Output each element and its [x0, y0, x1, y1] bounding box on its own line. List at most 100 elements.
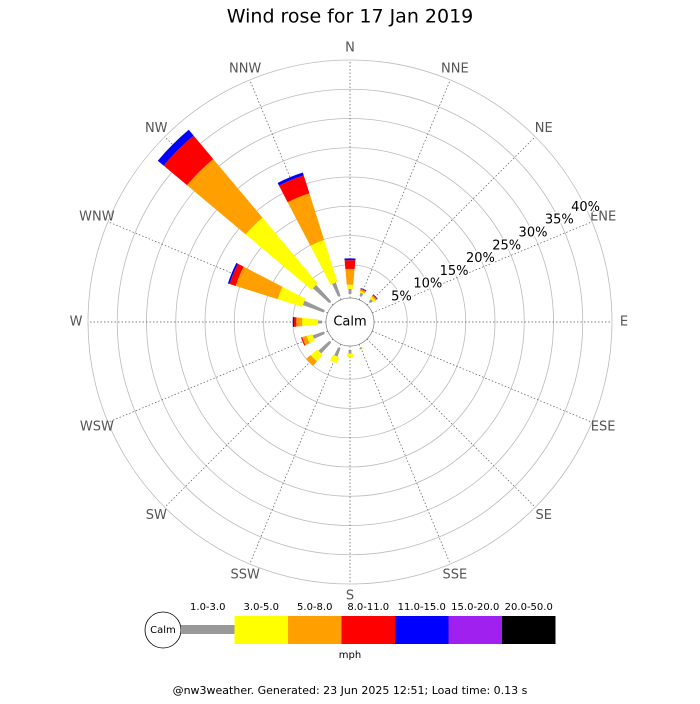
bar-segment: [359, 292, 364, 297]
bar-segment: [227, 262, 238, 285]
r-tick-label: 20%: [466, 251, 495, 266]
bar-segment: [348, 349, 352, 354]
legend-unit: mph: [339, 650, 361, 661]
bar-segment: [296, 317, 303, 327]
bar-segment: [332, 282, 341, 297]
bar-segment: [287, 193, 325, 246]
spoke: [249, 344, 342, 565]
r-tick-label: 40%: [571, 200, 600, 215]
grid-ring: [204, 176, 496, 468]
direction-label: S: [346, 589, 354, 604]
grid-ring: [175, 147, 525, 497]
direction-label: SSW: [230, 568, 260, 583]
spoke: [372, 330, 593, 423]
calm-circle: [325, 297, 375, 347]
bar-segment: [306, 355, 317, 366]
direction-label: ESE: [591, 419, 616, 434]
direction-label: SSE: [442, 568, 467, 583]
spoke: [366, 136, 536, 306]
spoke: [164, 338, 334, 508]
direction-label: W: [70, 315, 83, 330]
legend-label: 5.0-8.0: [297, 602, 332, 613]
bar-segment: [293, 317, 297, 327]
spoke: [107, 330, 328, 423]
r-tick-label: 25%: [492, 238, 521, 253]
legend-swatch: [395, 616, 449, 644]
bar-segment: [229, 263, 244, 286]
bar-segment: [359, 290, 366, 295]
bar-segment: [300, 337, 306, 346]
bar-segment: [312, 331, 325, 339]
bar-segment: [372, 294, 378, 300]
bar-segment: [157, 129, 194, 166]
bar-segment: [344, 260, 356, 270]
bar-segment: [278, 175, 310, 203]
bar-segment: [245, 217, 318, 290]
bar-segment: [310, 240, 338, 285]
grid-ring: [116, 88, 584, 556]
legend-label: 11.0-15.0: [398, 602, 446, 613]
bar-segment: [334, 347, 341, 357]
bar-segment: [368, 299, 373, 304]
bar-segment: [302, 317, 319, 327]
bar-segment: [358, 347, 364, 351]
bar-segment: [344, 258, 356, 261]
legend-swatch: [448, 616, 502, 644]
legend-calm-label: Calm: [150, 625, 176, 636]
bar-segment: [346, 353, 354, 358]
bar-segment: [371, 295, 377, 301]
bar-segment: [277, 172, 304, 186]
bar-segment: [292, 317, 295, 327]
bar-segment: [369, 296, 376, 303]
bar-segment: [312, 284, 332, 304]
chart-title: Wind rose for 17 Jan 2019: [227, 6, 474, 28]
spoke: [358, 79, 451, 300]
bar-segment: [277, 286, 306, 307]
direction-label: SW: [146, 508, 167, 523]
bar-segment: [348, 288, 352, 295]
r-tick-label: 30%: [519, 225, 548, 240]
legend-swatch: [502, 616, 556, 644]
calm-label: Calm: [333, 315, 366, 330]
direction-label: N: [345, 41, 355, 56]
bar-segment: [186, 158, 263, 235]
bar-segment: [330, 354, 339, 364]
direction-label: WSW: [80, 419, 114, 434]
bar-segment: [318, 340, 332, 354]
bar-segment: [235, 266, 283, 300]
direction-label: NW: [145, 121, 168, 136]
bar-segment: [310, 349, 323, 362]
grid-ring: [263, 235, 437, 409]
bar-segment: [346, 284, 354, 289]
bar-segment: [306, 333, 315, 344]
direction-label: E: [620, 315, 628, 330]
bar-segment: [372, 294, 378, 300]
direction-label: NNE: [441, 61, 469, 76]
bar-segment: [345, 268, 355, 285]
r-tick-label: 35%: [545, 213, 574, 228]
bar-segment: [359, 289, 366, 294]
legend-label: 15.0-20.0: [451, 602, 499, 613]
bar-segment: [360, 288, 367, 291]
legend-swatch: [288, 616, 342, 644]
bar-segment: [359, 347, 363, 350]
bar-segment: [360, 288, 367, 292]
direction-label: SE: [536, 508, 552, 523]
bar-segment: [163, 135, 214, 186]
legend-swatch: [341, 616, 395, 644]
legend-label: 3.0-5.0: [244, 602, 279, 613]
grid-ring: [87, 59, 613, 585]
spoke: [366, 338, 536, 508]
legend-label: 1.0-3.0: [190, 602, 225, 613]
direction-label: WNW: [79, 210, 115, 225]
spoke: [372, 221, 593, 314]
direction-label: NNW: [229, 61, 261, 76]
bar-segment: [302, 300, 325, 313]
legend-swatch: [234, 616, 288, 644]
legend-label: 8.0-11.0: [347, 602, 389, 613]
legend-label: 20.0-50.0: [505, 602, 553, 613]
legend-swatch: [181, 625, 235, 634]
r-tick-label: 10%: [413, 277, 442, 292]
r-tick-label: 15%: [440, 264, 469, 279]
